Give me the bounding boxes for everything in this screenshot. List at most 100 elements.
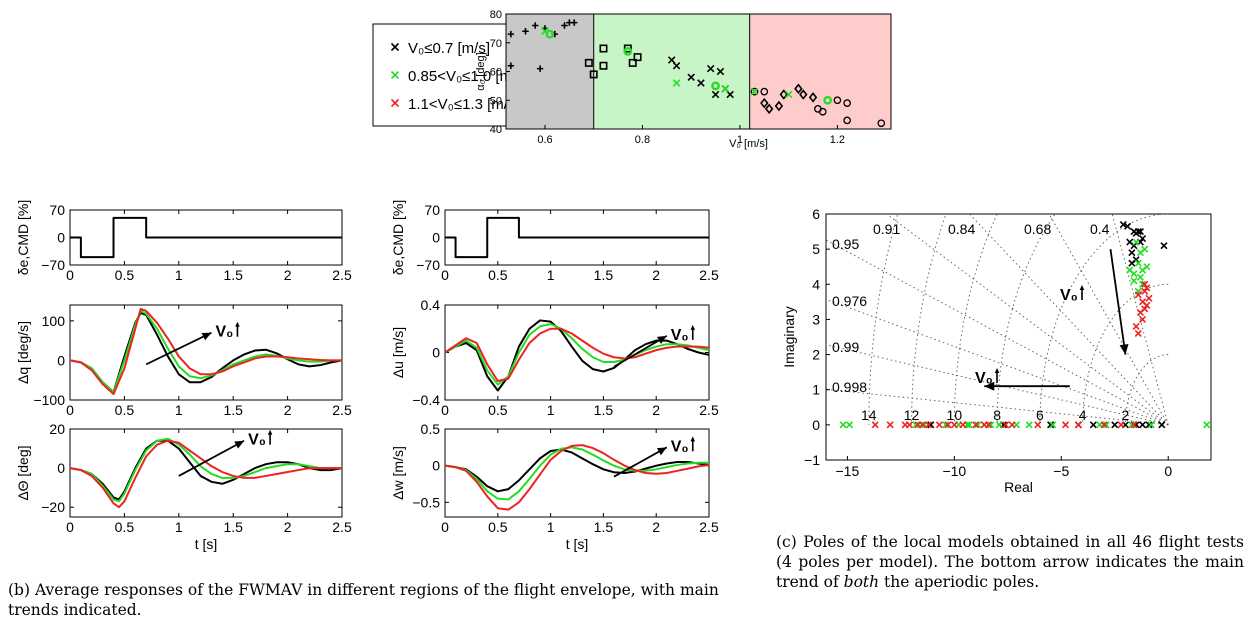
frequency-label: 14	[861, 407, 877, 423]
trend-arrow	[613, 446, 668, 478]
ytick-label: −0.4	[412, 392, 440, 408]
cross-marker	[687, 73, 695, 82]
xtick-label: 2.5	[332, 402, 352, 418]
diamond-marker	[764, 103, 774, 115]
plus-marker	[532, 22, 539, 29]
square-marker	[633, 53, 642, 62]
xtick-label: 0	[66, 402, 74, 418]
cross-marker	[1111, 421, 1119, 429]
pole-xlabel: Real	[1004, 479, 1033, 495]
region-band-0	[506, 14, 594, 129]
pole-frame	[825, 213, 1212, 461]
xtick-label: 0	[66, 267, 74, 283]
series-line-1	[444, 446, 709, 501]
ytick-label: 70	[49, 202, 65, 218]
xtick-label: 2.5	[699, 267, 719, 283]
pole-ytick-label: 3	[812, 311, 820, 327]
pole-ylabel: Imaginary	[781, 306, 797, 367]
series-line-0	[445, 216, 709, 259]
cross-marker	[1130, 270, 1138, 278]
cross-marker	[1117, 421, 1125, 429]
v0-label: V₀	[671, 438, 689, 455]
xtick-label: 2.5	[332, 267, 352, 283]
cross-marker	[1002, 421, 1010, 429]
circle-marker	[843, 116, 851, 125]
cross-marker	[541, 27, 549, 36]
pole-xtick-label: −10	[942, 463, 966, 479]
cross-marker	[972, 421, 980, 429]
caption-b: (b) Average responses of the FWMAV in di…	[8, 581, 719, 619]
cross-marker	[706, 64, 715, 73]
cross-marker	[1143, 301, 1151, 309]
ytick-label: 0.5	[421, 421, 441, 437]
xtick-label: 0.5	[488, 402, 508, 418]
series-line-2	[69, 439, 342, 509]
cross-marker	[1143, 263, 1151, 271]
cross-marker	[1132, 322, 1140, 331]
scatter-ytick-label: 80	[490, 9, 502, 21]
scatter-xlabel: V₀ [m/s]	[729, 138, 768, 150]
circle-marker	[750, 87, 759, 96]
trend-arrow-head	[656, 335, 667, 344]
pole-xtick-label: −15	[836, 463, 860, 479]
diamond-marker	[799, 89, 808, 100]
cross-marker	[390, 70, 400, 80]
xtick-label: 1.5	[223, 402, 243, 418]
cross-marker	[1100, 421, 1108, 429]
cross-marker	[1136, 228, 1144, 236]
cross-marker	[1132, 238, 1140, 246]
cross-marker	[672, 79, 681, 87]
cross-marker	[845, 421, 854, 429]
xlabel: t [s]	[566, 536, 589, 552]
cross-marker	[984, 421, 993, 429]
cross-marker	[950, 421, 958, 429]
cross-marker	[1119, 220, 1127, 229]
cross-marker	[711, 90, 720, 99]
circle-marker	[760, 87, 769, 96]
cross-marker	[871, 421, 879, 429]
cross-marker	[1138, 235, 1147, 243]
cross-marker	[1141, 305, 1149, 313]
square-marker	[628, 58, 637, 67]
cross-marker	[1034, 421, 1042, 429]
v0-up-arrow-head	[267, 429, 273, 435]
circle-marker	[623, 46, 633, 56]
xtick-label: 0	[441, 267, 449, 283]
xtick-label: 0.5	[115, 519, 135, 535]
cross-marker	[942, 421, 950, 429]
xtick-label: 2	[652, 519, 660, 535]
cross-marker	[1025, 421, 1033, 429]
cross-marker	[1136, 273, 1144, 281]
scatter-ytick-label: 60	[490, 67, 502, 79]
xtick-label: 1	[547, 519, 555, 535]
series-line-2	[69, 307, 342, 396]
ylabel: Δq [deg/s]	[15, 321, 31, 384]
plus-marker	[571, 19, 578, 26]
damping-label: 0.998	[832, 379, 867, 395]
ylabel: Δu [m/s]	[390, 327, 406, 378]
ytick-label: 100	[42, 313, 66, 329]
cross-marker	[1147, 421, 1155, 429]
cross-marker	[1047, 421, 1055, 429]
damping-ray	[826, 298, 1169, 426]
legend-label-0: V₀≤0.7 [m/s]	[408, 40, 490, 57]
frequency-label: 8	[993, 407, 1001, 423]
cross-marker	[1061, 421, 1070, 429]
pole-trend-arrow-head	[1119, 344, 1129, 355]
cross-marker	[965, 421, 973, 429]
xtick-label: 2	[652, 402, 660, 418]
v0-up-arrow-head	[690, 324, 696, 330]
cross-marker	[974, 421, 982, 429]
xtick-label: 2.5	[332, 519, 352, 535]
scatter-xtick-label: 1	[737, 134, 743, 146]
scatter-ytick-label: 50	[490, 95, 502, 107]
pole-ytick-label: 6	[812, 206, 820, 222]
damping-ray	[885, 214, 1169, 426]
cross-marker	[1124, 222, 1132, 230]
v0-label: V₀	[215, 324, 233, 341]
xtick-label: 0.5	[115, 402, 135, 418]
